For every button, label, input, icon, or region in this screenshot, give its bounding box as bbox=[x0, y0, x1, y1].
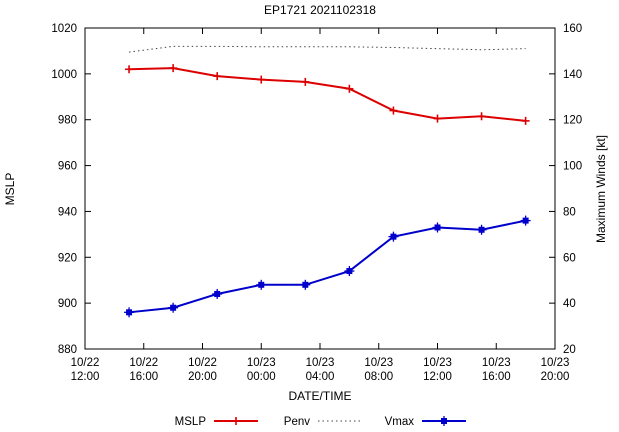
y-axis-left-tick-label: 1020 bbox=[51, 23, 77, 35]
legend-label-penv: Penv bbox=[284, 416, 310, 428]
y-axis-left-tick-label: 980 bbox=[58, 115, 77, 127]
x-axis-tick-label-time: 04:00 bbox=[306, 371, 335, 383]
legend-label-mslp: MSLP bbox=[175, 416, 207, 428]
y-axis-right-tick-label: 120 bbox=[563, 115, 582, 127]
x-axis-tick-label-time: 12:00 bbox=[71, 371, 100, 383]
y-axis-left-tick-label: 920 bbox=[58, 252, 77, 264]
x-axis-tick-label-date: 10/23 bbox=[423, 357, 452, 369]
legend-label-vmax: Vmax bbox=[385, 416, 415, 428]
x-axis-tick-label-time: 16:00 bbox=[482, 371, 511, 383]
series-line-mslp bbox=[129, 67, 526, 122]
y-axis-left-tick-label: 880 bbox=[58, 344, 77, 356]
chart-title: EP1721 2021102318 bbox=[264, 3, 376, 17]
x-axis-tick-label-time: 16:00 bbox=[129, 371, 158, 383]
y-axis-right-tick-label: 100 bbox=[563, 161, 582, 173]
square-marker bbox=[170, 304, 177, 311]
plot-border bbox=[84, 27, 556, 350]
x-axis-tick-label-date: 10/23 bbox=[482, 357, 511, 369]
y-axis-right-tick-label: 80 bbox=[563, 206, 576, 218]
square-marker bbox=[302, 281, 309, 288]
square-marker bbox=[346, 268, 353, 275]
x-axis-tick-label-date: 10/22 bbox=[71, 357, 100, 369]
x-axis-tick-label-time: 00:00 bbox=[247, 371, 276, 383]
y-axis-right-tick-label: 20 bbox=[563, 344, 576, 356]
y-axis-right-tick-label: 140 bbox=[563, 69, 582, 81]
square-marker bbox=[390, 233, 397, 240]
square-marker bbox=[434, 224, 441, 231]
y-axis-left-tick-label: 960 bbox=[58, 161, 77, 173]
y-axis-left-label: MSLP bbox=[3, 173, 17, 206]
square-marker bbox=[478, 226, 485, 233]
x-axis-tick-label-time: 08:00 bbox=[364, 371, 393, 383]
x-axis-tick-label-date: 10/23 bbox=[247, 357, 276, 369]
x-axis-tick-label-date: 10/22 bbox=[129, 357, 158, 369]
legend: MSLP Penv Vmax bbox=[175, 416, 466, 428]
y-axis-right-tick-label: 160 bbox=[563, 23, 582, 35]
x-axis-tick-label-date: 10/23 bbox=[306, 357, 335, 369]
y-axis-left-tick-label: 900 bbox=[58, 298, 77, 310]
x-axis-tick-label-time: 12:00 bbox=[423, 371, 452, 383]
x-axis-tick-label-date: 10/22 bbox=[188, 357, 217, 369]
plot-area: 880 900 920 940 960 980 1000 1020 20 40 60 80 100 120… bbox=[51, 23, 582, 428]
y-axis-left-tick-label: 940 bbox=[58, 206, 77, 218]
y-axis-right-tick-label: 40 bbox=[563, 298, 576, 310]
series-line-vmax bbox=[128, 219, 526, 314]
x-axis-tick-label-time: 20:00 bbox=[188, 371, 217, 383]
y-axis-right-tick-label: 60 bbox=[563, 252, 576, 264]
x-axis-tick-label-date: 10/23 bbox=[541, 357, 570, 369]
square-marker bbox=[126, 309, 133, 316]
y-axis-right-label: Maximum Winds [kt] bbox=[594, 135, 608, 243]
x-axis-tick-label-time: 20:00 bbox=[541, 371, 570, 383]
square-marker bbox=[522, 217, 529, 224]
square-marker bbox=[441, 418, 447, 424]
x-axis-tick-label-date: 10/23 bbox=[364, 357, 393, 369]
y-axis-left-tick-label: 1000 bbox=[51, 69, 77, 81]
square-marker bbox=[214, 290, 221, 297]
x-axis-label: DATE/TIME bbox=[288, 389, 351, 403]
series-line-penv bbox=[128, 45, 526, 53]
square-marker bbox=[258, 281, 265, 288]
